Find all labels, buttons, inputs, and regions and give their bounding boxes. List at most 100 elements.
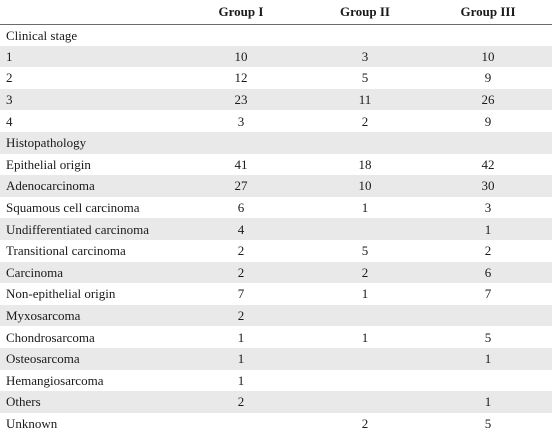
cell-group-3: 6 [484, 264, 492, 280]
row-label: Myxosarcoma [6, 308, 81, 324]
cell-group-1: 2 [237, 243, 245, 259]
table-row: Transitional carcinoma 2 5 2 [0, 239, 552, 262]
cell-group-3: 2 [484, 243, 492, 259]
cell-group-1: 23 [234, 92, 248, 108]
table-row: Myxosarcoma 2 [0, 304, 552, 327]
cell-group-3: 9 [484, 113, 492, 129]
cell-group-1: 1 [237, 372, 245, 388]
cell-group-3: 1 [484, 351, 492, 367]
cell-group-3: 3 [484, 200, 492, 216]
cell-group-3 [424, 24, 552, 46]
cell-group-2: 1 [361, 200, 369, 216]
row-label: 1 [6, 48, 13, 64]
table-row: Squamous cell carcinoma 6 1 3 [0, 196, 552, 219]
row-label: Adenocarcinoma [6, 178, 95, 194]
row-label: Chondrosarcoma [6, 329, 95, 345]
cell-group-1: 2 [237, 394, 245, 410]
table-row: Epithelial origin 41 18 42 [0, 153, 552, 176]
table-row: Adenocarcinoma 27 10 30 [0, 175, 552, 197]
row-label: Epithelial origin [6, 156, 91, 172]
cell-group-1: 1 [237, 329, 245, 345]
table-row: Chondrosarcoma 1 1 5 [0, 326, 552, 348]
cell-group-3 [424, 305, 552, 327]
table-row: Clinical stage [0, 24, 552, 46]
cell-group-1: 4 [237, 221, 245, 237]
row-label: 4 [6, 113, 13, 129]
row-label: 3 [6, 92, 13, 108]
row-label: Squamous cell carcinoma [6, 200, 140, 216]
table-row: Non-epithelial origin 7 1 7 [0, 283, 552, 305]
table-row: Carcinoma 2 2 6 [0, 261, 552, 284]
header-group-1: Group I [218, 3, 264, 19]
row-label: Unknown [6, 415, 58, 431]
cell-group-3: 26 [481, 92, 495, 108]
table-row: Others 2 1 [0, 391, 552, 413]
cell-group-1 [176, 413, 306, 435]
cell-group-2 [306, 132, 424, 154]
table-row: 4 3 2 9 [0, 110, 552, 132]
row-label: Others [6, 394, 41, 410]
table-row: 2 12 5 9 [0, 67, 552, 89]
cell-group-1: 10 [234, 48, 248, 64]
cell-group-3: 1 [484, 221, 492, 237]
cell-group-1: 12 [234, 70, 248, 86]
cell-group-1: 41 [234, 156, 248, 172]
cell-group-2 [306, 348, 424, 370]
table-body: Clinical stage 1 10 3 10 2 12 5 9 3 23 11 26 4 3 2 9 Hist… [0, 24, 552, 435]
cell-group-3: 30 [481, 178, 495, 194]
cell-group-3 [424, 132, 552, 154]
cell-group-2 [306, 305, 424, 327]
table-row: Undifferentiated carcinoma 4 1 [0, 218, 552, 240]
cell-group-1 [176, 132, 306, 154]
table-row: Histopathology [0, 131, 552, 154]
table-row: Osteosarcoma 1 1 [0, 347, 552, 370]
row-label: Clinical stage [6, 27, 78, 43]
cell-group-2: 10 [358, 178, 372, 194]
cell-group-2 [306, 24, 424, 46]
cell-group-2 [306, 370, 424, 392]
row-label: Hemangiosarcoma [6, 372, 104, 388]
row-label: Carcinoma [6, 264, 64, 280]
cell-group-3: 7 [484, 286, 492, 302]
cell-group-3: 5 [484, 415, 492, 431]
cell-group-1: 27 [234, 178, 248, 194]
cell-group-1: 6 [237, 200, 245, 216]
row-label: Osteosarcoma [6, 351, 80, 367]
cell-group-2: 1 [361, 286, 369, 302]
cell-group-3: 1 [484, 394, 492, 410]
cell-group-3: 5 [484, 329, 492, 345]
cell-group-2: 2 [361, 113, 369, 129]
cell-group-2: 2 [361, 264, 369, 280]
cell-group-1: 7 [237, 286, 245, 302]
table-row: Unknown 2 5 [0, 412, 552, 435]
cell-group-2: 18 [358, 156, 372, 172]
table-row: Hemangiosarcoma 1 [0, 369, 552, 392]
cell-group-2: 2 [361, 415, 369, 431]
cell-group-1: 3 [237, 113, 245, 129]
cell-group-2: 11 [358, 92, 372, 108]
cell-group-3 [424, 370, 552, 392]
table-row: 3 23 11 26 [0, 88, 552, 111]
header-group-3: Group III [460, 3, 516, 19]
cell-group-2: 1 [361, 329, 369, 345]
row-label: Undifferentiated carcinoma [6, 221, 150, 237]
header-row: Group I Group II Group III [0, 0, 552, 24]
header-group-2: Group II [340, 3, 390, 19]
cell-group-1: 2 [237, 308, 245, 324]
cell-group-1: 1 [237, 351, 245, 367]
cell-group-1 [176, 24, 306, 46]
row-label: Histopathology [6, 135, 87, 151]
cell-group-2: 5 [361, 243, 369, 259]
cell-group-2 [306, 218, 424, 240]
cell-group-2 [306, 391, 424, 413]
header-label [0, 0, 176, 24]
row-label: Transitional carcinoma [6, 243, 126, 259]
row-label: Non-epithelial origin [6, 286, 116, 302]
cell-group-3: 42 [481, 156, 495, 172]
table-row: 1 10 3 10 [0, 45, 552, 68]
cell-group-3: 9 [484, 70, 492, 86]
row-label: 2 [6, 70, 13, 86]
cell-group-2: 3 [361, 48, 369, 64]
